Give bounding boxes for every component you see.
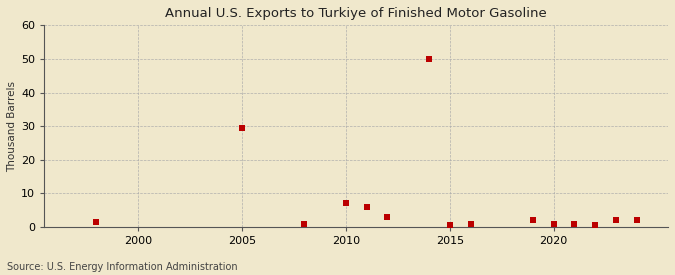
Title: Annual U.S. Exports to Turkiye of Finished Motor Gasoline: Annual U.S. Exports to Turkiye of Finish… (165, 7, 547, 20)
Point (548, 221, 559, 226)
Point (361, 205, 372, 209)
Point (632, 218, 643, 222)
Point (465, 221, 476, 226)
Point (444, 223, 455, 227)
Point (236, 126, 247, 130)
Point (340, 201, 351, 206)
Point (611, 218, 622, 222)
Point (91, 220, 102, 224)
Point (423, 57, 434, 61)
Point (527, 218, 538, 222)
Point (590, 223, 601, 227)
Y-axis label: Thousand Barrels: Thousand Barrels (7, 81, 17, 172)
Point (299, 221, 310, 226)
Point (382, 215, 393, 219)
Point (569, 221, 580, 226)
Text: Source: U.S. Energy Information Administration: Source: U.S. Energy Information Administ… (7, 262, 238, 272)
